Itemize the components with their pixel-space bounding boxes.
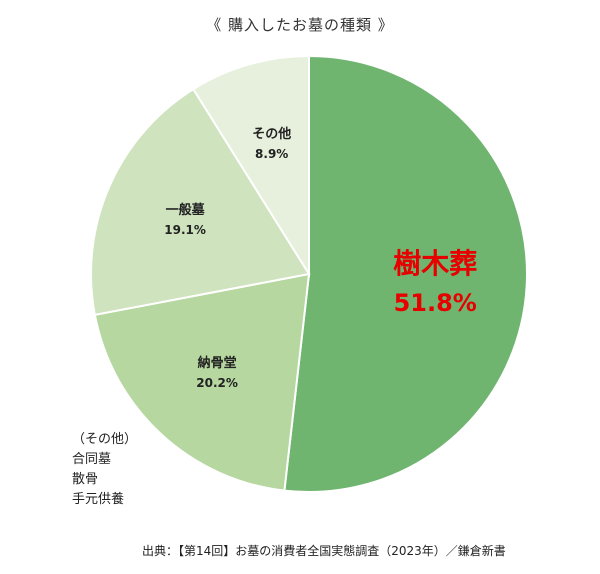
slice-label: その他 <box>252 126 291 142</box>
note-line: 手元供養 <box>72 492 125 507</box>
pie-slice <box>283 54 528 493</box>
slice-label: 樹木葬 <box>393 247 477 280</box>
slice-value-label: 51.8% <box>394 289 477 317</box>
pie-labels: 樹木葬 51.8% 納骨堂 20.2% 一般墓 19.1% その他 8.9% <box>164 126 477 390</box>
note-line: 散骨 <box>72 472 99 487</box>
slice-label: 納骨堂 <box>198 355 237 371</box>
pie-slice <box>93 272 311 492</box>
slice-value-label: 8.9% <box>255 147 288 161</box>
other-note: （その他） 合同墓 散骨 手元供養 <box>72 430 137 510</box>
chart-title: 《 購入したお墓の種類 》 <box>206 16 394 34</box>
pie-slice <box>90 87 311 317</box>
slice-value-label: 20.2% <box>196 376 238 390</box>
pie-slice <box>191 54 310 278</box>
slice-label: 一般墓 <box>166 202 206 218</box>
note-line: 合同墓 <box>72 452 112 467</box>
pie-slices <box>90 54 528 493</box>
source-citation: 出典：【第14回】お墓の消費者全国実態調査（2023年）／鎌倉新書 <box>142 544 506 558</box>
slice-value-label: 19.1% <box>164 223 206 237</box>
note-line: （その他） <box>72 432 138 447</box>
